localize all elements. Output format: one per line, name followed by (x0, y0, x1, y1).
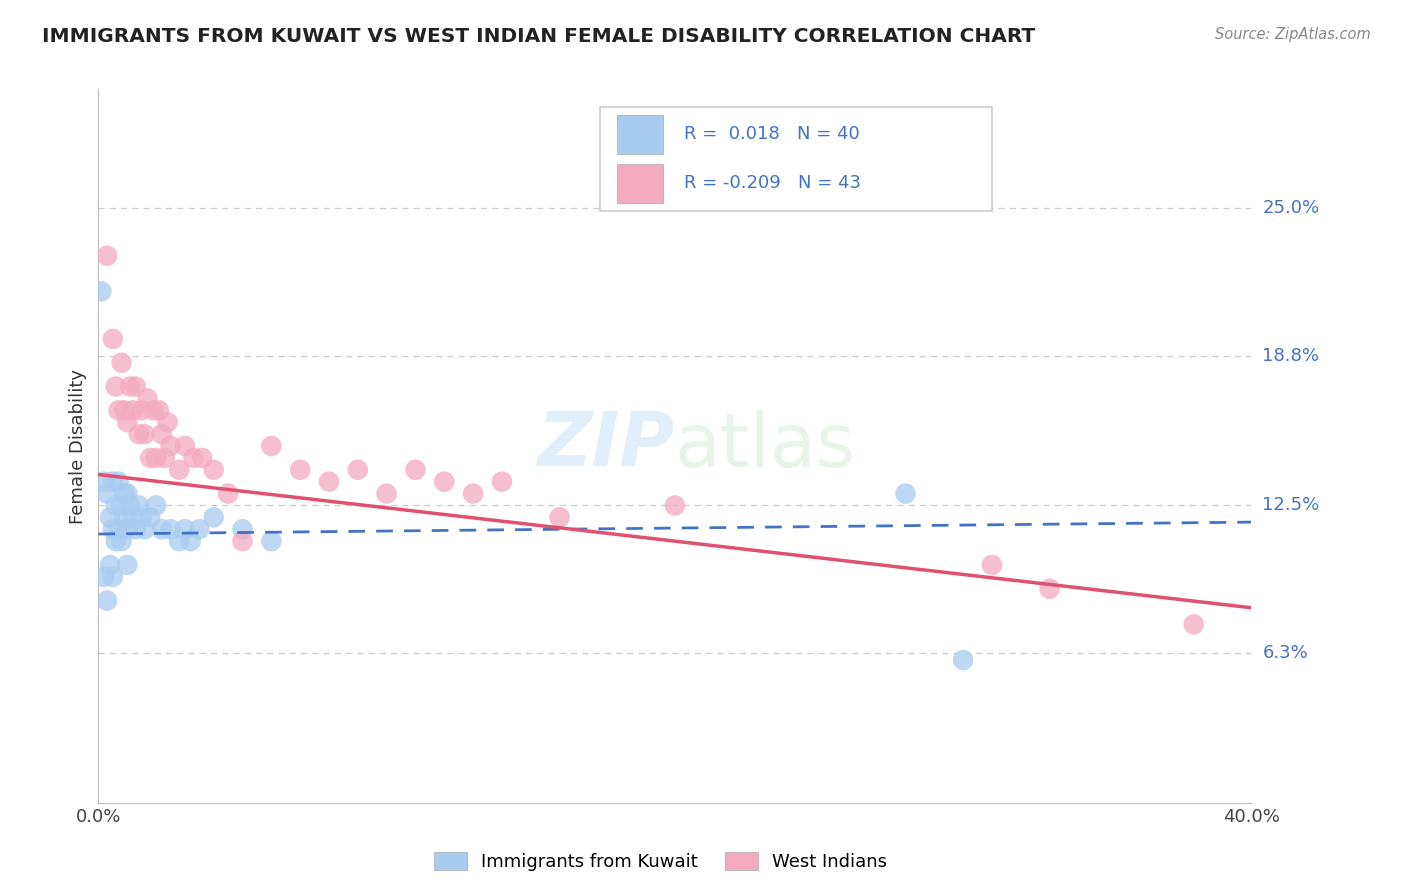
Point (231, 534, 254, 549)
Point (112, 510, 135, 524)
Point (120, 499, 142, 513)
Point (110, 499, 132, 513)
Point (183, 450, 205, 465)
FancyBboxPatch shape (600, 107, 993, 211)
Point (96, 593, 118, 607)
Point (110, 356, 132, 370)
Text: Source: ZipAtlas.com: Source: ZipAtlas.com (1215, 27, 1371, 42)
Point (139, 510, 162, 524)
Point (93, 475, 115, 489)
Text: ZIP: ZIP (537, 409, 675, 483)
Point (107, 475, 129, 489)
Point (191, 450, 214, 465)
Bar (617, 114, 664, 153)
Point (98, 558, 121, 572)
Point (122, 510, 145, 524)
Point (117, 522, 138, 536)
Point (290, 463, 312, 477)
Point (894, 486, 917, 500)
Point (122, 403, 145, 417)
Text: 6.3%: 6.3% (1263, 644, 1308, 662)
Point (125, 522, 148, 536)
Legend: Immigrants from Kuwait, West Indians: Immigrants from Kuwait, West Indians (427, 846, 894, 879)
Point (93, 570, 115, 584)
Point (107, 403, 129, 417)
Point (664, 499, 686, 513)
Point (117, 415, 138, 429)
Point (548, 510, 571, 524)
Point (346, 463, 368, 477)
Point (101, 332, 124, 346)
Point (1038, 582, 1062, 596)
Y-axis label: Female Disability: Female Disability (69, 368, 87, 524)
Point (202, 510, 225, 524)
Point (142, 403, 165, 417)
Point (981, 558, 1004, 572)
Point (90, 285, 112, 299)
Point (217, 486, 239, 500)
Point (101, 522, 124, 536)
Point (110, 534, 132, 549)
Point (145, 450, 167, 465)
Point (134, 427, 156, 442)
Text: 18.8%: 18.8% (1263, 347, 1319, 365)
Text: 12.5%: 12.5% (1263, 497, 1320, 515)
Point (156, 415, 179, 429)
Point (139, 450, 162, 465)
Point (128, 499, 150, 513)
Text: R =  0.018   N = 40: R = 0.018 N = 40 (685, 125, 860, 143)
Point (167, 463, 190, 477)
Point (104, 534, 127, 549)
Text: IMMIGRANTS FROM KUWAIT VS WEST INDIAN FEMALE DISABILITY CORRELATION CHART: IMMIGRANTS FROM KUWAIT VS WEST INDIAN FE… (42, 27, 1035, 45)
Point (104, 499, 127, 513)
Point (375, 486, 398, 500)
Point (153, 450, 176, 465)
Point (150, 522, 173, 536)
Point (112, 403, 135, 417)
Point (145, 499, 167, 513)
Point (188, 522, 211, 536)
Point (148, 403, 170, 417)
Point (202, 463, 225, 477)
Point (433, 475, 456, 489)
Text: R = -0.209   N = 43: R = -0.209 N = 43 (685, 175, 860, 193)
Point (260, 534, 283, 549)
Bar (617, 164, 664, 203)
Point (159, 522, 181, 536)
Point (117, 486, 138, 500)
Point (231, 522, 254, 536)
Point (174, 522, 197, 536)
Point (131, 403, 153, 417)
Point (260, 439, 283, 453)
Point (167, 534, 190, 549)
Point (1182, 617, 1205, 632)
Point (96, 486, 118, 500)
Point (107, 522, 129, 536)
Point (125, 379, 148, 393)
Point (461, 486, 484, 500)
Point (318, 475, 340, 489)
Point (159, 439, 181, 453)
Text: 25.0%: 25.0% (1263, 199, 1320, 217)
Text: atlas: atlas (675, 409, 856, 483)
Point (134, 522, 156, 536)
Point (491, 475, 513, 489)
Point (96, 249, 118, 263)
Point (952, 653, 974, 667)
Point (128, 427, 150, 442)
Point (405, 463, 427, 477)
Point (98, 510, 121, 524)
Point (112, 486, 135, 500)
Point (101, 475, 124, 489)
Point (180, 534, 202, 549)
Point (101, 570, 124, 584)
Point (117, 558, 138, 572)
Point (131, 510, 153, 524)
Point (136, 392, 159, 406)
Point (174, 439, 197, 453)
Point (150, 427, 173, 442)
Point (104, 379, 127, 393)
Point (120, 379, 142, 393)
